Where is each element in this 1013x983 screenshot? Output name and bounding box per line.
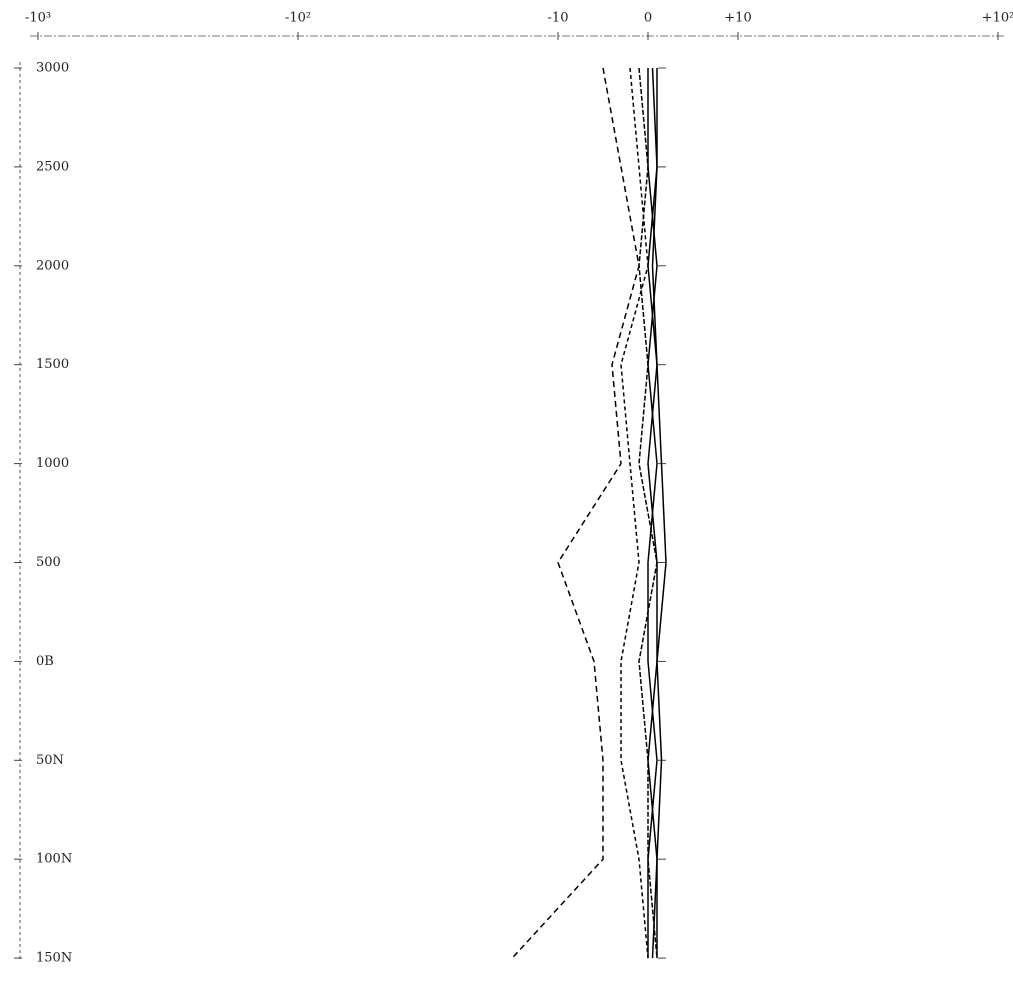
x-tick-label: -10	[548, 11, 569, 26]
y-tick-label: 1500	[36, 357, 69, 372]
series-line	[647, 68, 658, 959]
series-line	[620, 67, 649, 959]
y-tick-label: 3000	[36, 61, 69, 76]
x-tick-label: +10	[724, 11, 751, 26]
y-tick-label: 500	[36, 555, 61, 570]
y-tick-label: 2000	[36, 258, 69, 273]
x-tick-label: -10²	[285, 11, 311, 26]
y-tick-label: 2500	[36, 159, 69, 174]
y-tick-label: 0B	[36, 654, 54, 669]
y-tick-label: 100N	[36, 852, 72, 867]
y-tick-label: 1000	[36, 456, 69, 471]
x-tick-label: -10³	[25, 11, 51, 26]
series-line	[511, 67, 640, 959]
series-line	[638, 67, 658, 959]
series-line	[651, 67, 667, 959]
y-tick-label: 150N	[36, 951, 72, 966]
x-tick-label: 0	[644, 11, 652, 26]
x-tick-label: +10²	[982, 11, 1013, 26]
y-tick-label: 50N	[36, 753, 64, 768]
